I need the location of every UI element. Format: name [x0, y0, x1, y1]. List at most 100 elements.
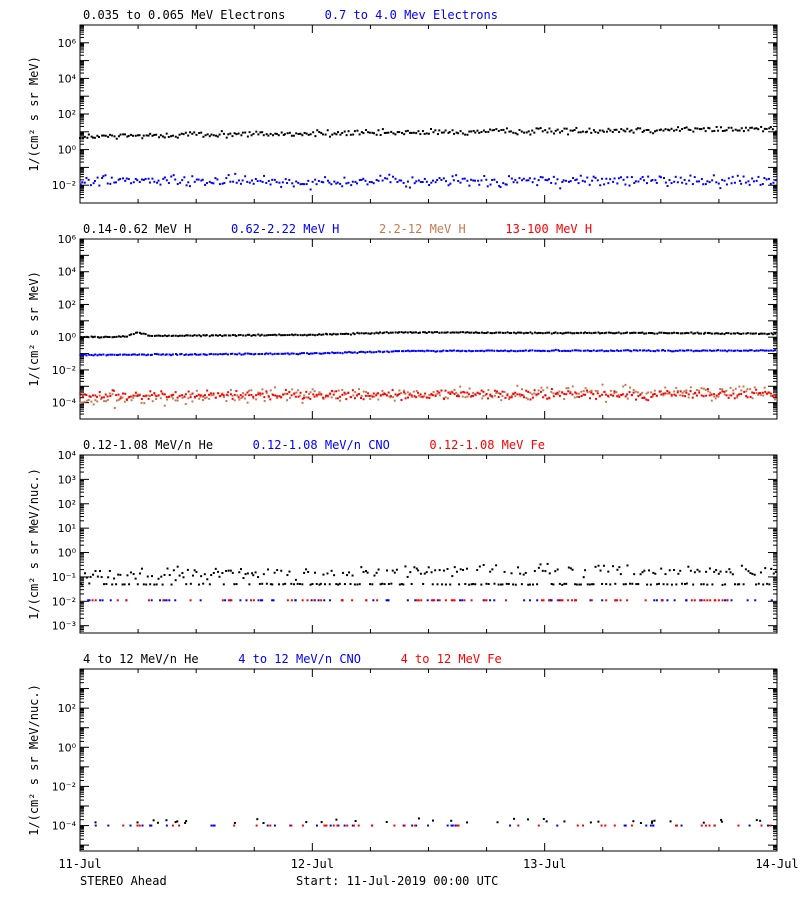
data-point	[290, 582, 293, 585]
data-point	[641, 175, 644, 178]
data-point	[465, 350, 468, 353]
data-point	[375, 392, 378, 395]
data-point	[288, 131, 291, 134]
data-point	[417, 130, 420, 133]
data-point	[689, 129, 692, 132]
data-point	[506, 392, 509, 395]
data-point	[140, 567, 143, 570]
data-point	[457, 349, 460, 352]
data-point	[658, 129, 661, 132]
data-point	[333, 352, 336, 355]
data-point	[668, 391, 671, 394]
data-point	[298, 583, 301, 586]
data-point	[673, 568, 676, 571]
data-point	[203, 573, 206, 576]
data-point	[624, 331, 627, 334]
y-tick-label: 10⁰	[58, 331, 77, 344]
data-point	[538, 349, 541, 352]
data-point	[125, 353, 128, 356]
data-point	[690, 599, 693, 602]
data-point	[582, 349, 585, 352]
data-point	[707, 126, 710, 129]
data-point	[82, 137, 85, 140]
data-point	[769, 392, 772, 395]
data-point	[370, 332, 373, 335]
data-point	[353, 397, 356, 400]
data-point	[577, 131, 580, 134]
data-point	[241, 131, 244, 134]
data-point	[375, 351, 378, 354]
data-point	[698, 391, 701, 394]
data-point	[419, 395, 422, 398]
data-point	[364, 179, 367, 182]
data-point	[438, 394, 441, 397]
data-point	[147, 394, 150, 397]
data-point	[398, 179, 401, 182]
data-point	[504, 331, 507, 334]
data-point	[438, 177, 441, 180]
data-point	[474, 331, 477, 334]
data-point	[317, 179, 320, 182]
data-point	[556, 391, 559, 394]
data-point	[563, 820, 566, 823]
data-point	[696, 568, 699, 571]
data-point	[470, 331, 473, 334]
data-point	[531, 332, 534, 335]
data-point	[535, 393, 538, 396]
data-point	[656, 332, 659, 335]
data-point	[145, 394, 148, 397]
data-point	[208, 353, 211, 356]
data-point	[316, 333, 319, 336]
data-point	[582, 332, 585, 335]
data-point	[317, 393, 320, 396]
data-point	[482, 563, 485, 566]
data-point	[490, 395, 493, 398]
data-point	[676, 391, 679, 394]
data-point	[457, 395, 460, 398]
data-point	[653, 332, 656, 335]
data-point	[621, 393, 624, 396]
data-point	[544, 129, 547, 132]
data-point	[141, 824, 144, 827]
data-point	[731, 573, 734, 576]
data-point	[588, 583, 591, 586]
data-point	[517, 824, 520, 827]
data-point	[89, 575, 92, 578]
data-point	[151, 134, 154, 137]
data-point	[478, 183, 481, 186]
data-point	[373, 574, 376, 577]
data-point	[231, 394, 234, 397]
data-point	[427, 566, 430, 569]
data-point	[592, 349, 595, 352]
data-point	[569, 567, 572, 570]
data-point	[417, 391, 420, 394]
data-point	[122, 353, 125, 356]
data-point	[149, 390, 152, 393]
data-point	[491, 349, 494, 352]
data-point	[218, 575, 221, 578]
data-point	[470, 395, 473, 398]
data-point	[400, 331, 403, 334]
data-point	[727, 349, 730, 352]
data-point	[459, 350, 462, 353]
data-point	[364, 332, 367, 335]
data-point	[309, 391, 312, 394]
data-point	[233, 824, 236, 827]
data-point	[324, 583, 327, 586]
data-point	[669, 820, 672, 823]
data-point	[451, 129, 454, 132]
data-point	[215, 134, 218, 137]
data-point	[315, 824, 318, 827]
data-point	[289, 824, 292, 827]
data-point	[136, 583, 139, 586]
data-point	[198, 397, 201, 400]
data-point	[693, 599, 696, 602]
data-point	[545, 820, 548, 823]
data-point	[655, 181, 658, 184]
legend-entry: 0.7 to 4.0 Mev Electrons	[325, 8, 498, 22]
data-point	[307, 179, 310, 182]
data-point	[185, 583, 188, 586]
data-point	[369, 397, 372, 400]
data-point	[261, 352, 264, 355]
data-point	[717, 349, 720, 352]
